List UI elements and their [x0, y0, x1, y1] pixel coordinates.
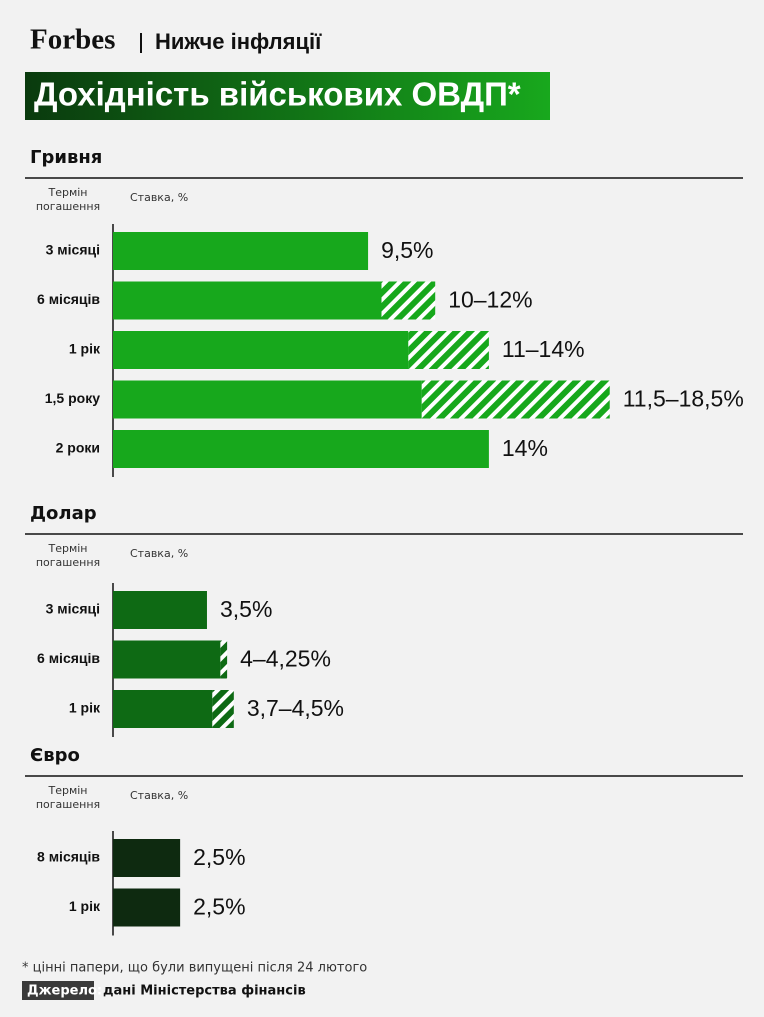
- value-label: 10–12%: [448, 287, 532, 313]
- bar-range: [220, 640, 228, 679]
- bar: [113, 380, 422, 419]
- category-header: Термін: [47, 784, 87, 797]
- bar: [113, 331, 409, 369]
- section-title: Гривня: [30, 147, 102, 168]
- value-label: 2,5%: [193, 894, 245, 920]
- category-label: 1 рік: [69, 898, 101, 914]
- category-header: погашення: [36, 798, 100, 811]
- separator: [140, 33, 142, 53]
- category-label: 2 роки: [56, 440, 100, 456]
- value-label: 9,5%: [381, 237, 433, 263]
- title-banner: [25, 72, 550, 120]
- value-label: 4–4,25%: [240, 646, 331, 672]
- category-header: погашення: [36, 556, 100, 569]
- category-label: 3 місяці: [46, 242, 100, 258]
- brand: Forbes: [30, 24, 115, 56]
- source-label: Джерело:: [27, 984, 102, 999]
- category-label: 3 місяці: [46, 601, 100, 617]
- source-badge: [22, 981, 94, 1000]
- value-header: Ставка, %: [130, 191, 188, 204]
- bar-range: [381, 281, 436, 320]
- bar-range: [212, 690, 234, 728]
- value-label: 11–14%: [502, 336, 585, 362]
- section-name: Нижче інфляції: [155, 29, 322, 54]
- category-header: Термін: [47, 186, 87, 199]
- bar: [113, 281, 382, 320]
- value-label: 3,7–4,5%: [247, 695, 344, 721]
- value-label: 11,5–18,5%: [623, 386, 744, 412]
- bar-range: [408, 331, 489, 369]
- section-title: Євро: [30, 745, 80, 766]
- category-label: 6 місяців: [37, 291, 100, 307]
- category-label: 6 місяців: [37, 650, 100, 666]
- category-label: 1 рік: [69, 700, 101, 716]
- category-label: 1,5 року: [45, 390, 100, 406]
- bar-range: [421, 380, 610, 419]
- bar: [113, 591, 207, 629]
- value-label: 2,5%: [193, 844, 245, 870]
- value-label: 14%: [502, 435, 548, 461]
- bar: [113, 232, 369, 270]
- category-header: погашення: [36, 200, 100, 213]
- bar: [113, 690, 213, 728]
- bar: [113, 640, 221, 679]
- bar: [113, 839, 181, 877]
- section-title: Долар: [30, 503, 97, 524]
- value-header: Ставка, %: [130, 547, 188, 560]
- bar: [113, 888, 181, 927]
- chart-title: Дохідність військових ОВДП*: [34, 76, 521, 113]
- category-label: 1 рік: [69, 341, 101, 357]
- category-label: 8 місяців: [37, 849, 100, 865]
- bar: [113, 430, 489, 468]
- value-header: Ставка, %: [130, 789, 188, 802]
- source: дані Міністерства фінансів: [103, 984, 306, 999]
- footnote: * цінні папери, що були випущені після 2…: [22, 961, 367, 976]
- category-header: Термін: [47, 542, 87, 555]
- value-label: 3,5%: [220, 596, 272, 622]
